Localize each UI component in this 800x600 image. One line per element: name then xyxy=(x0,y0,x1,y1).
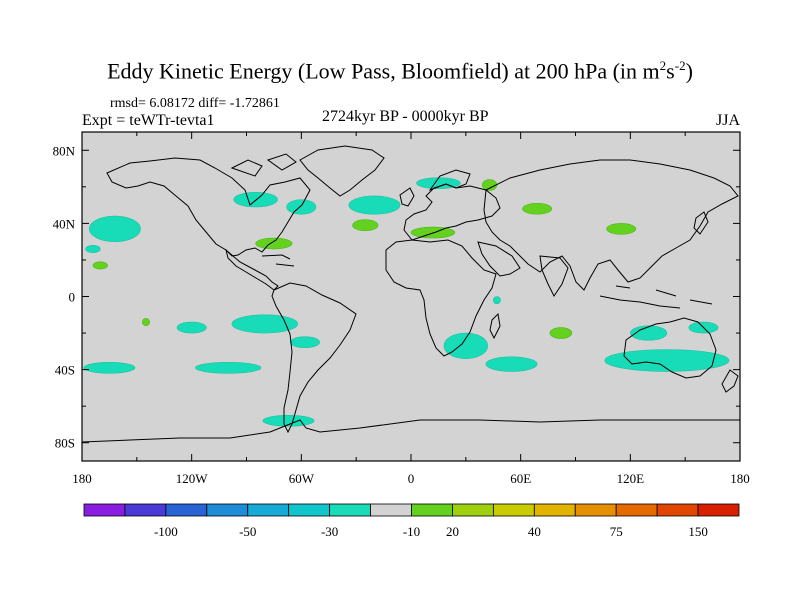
positive-region-1 xyxy=(352,219,379,231)
negative-region-15 xyxy=(630,325,668,341)
coastline-new-zealand xyxy=(721,369,739,393)
colorbar-swatch-1 xyxy=(124,503,167,517)
positive-region-4 xyxy=(522,202,553,215)
y-axis: 80N 40N 0 40S 80S xyxy=(53,143,740,451)
coastline-caribbean xyxy=(261,254,295,267)
negative-region-1 xyxy=(85,245,101,253)
colorbar-swatch-11 xyxy=(533,503,576,517)
negative-region-13 xyxy=(485,356,538,372)
negative-region-8 xyxy=(290,336,320,348)
positive-region-6 xyxy=(92,261,108,270)
coastline-india xyxy=(539,255,569,297)
colorbar-swatch-13 xyxy=(615,503,658,517)
colorbar-label-4: 20 xyxy=(446,524,459,539)
period-label: 2724kyr BP - 0000kyr BP xyxy=(322,108,489,125)
unit-s: s xyxy=(666,58,675,84)
coastline-australia xyxy=(623,317,717,379)
coastline-arabia xyxy=(477,241,521,277)
colorbar-label-2: -30 xyxy=(321,524,338,539)
coastline-indonesia xyxy=(599,285,713,309)
x-tick-label-1: 120W xyxy=(176,471,209,486)
colorbar-swatch-12 xyxy=(574,503,617,517)
chart-title: Eddy Kinetic Energy (Low Pass, Bloomfiel… xyxy=(0,58,800,84)
colorbar-label-6: 75 xyxy=(610,524,623,539)
colorbar-swatch-5 xyxy=(288,503,331,517)
coastline-uk xyxy=(399,187,415,207)
y-tick-label-4: 80S xyxy=(55,436,75,451)
x-tick-label-3: 0 xyxy=(408,471,415,486)
coastline-europe xyxy=(403,183,501,241)
coastline-arctic-islands xyxy=(230,153,297,177)
coastline-scandinavia xyxy=(428,169,471,192)
y-tick-label-0: 80N xyxy=(53,143,76,158)
colorbar-swatch-2 xyxy=(165,503,208,517)
positive-region-5 xyxy=(606,223,637,235)
x-tick-label-2: 60W xyxy=(289,471,315,486)
x-axis: 180 120W 60W 0 60E 120E 180 xyxy=(72,132,750,486)
coastline-africa xyxy=(385,239,497,357)
coastline-north-america xyxy=(106,157,311,257)
negative-region-17 xyxy=(492,296,501,305)
x-tick-label-5: 120E xyxy=(617,471,645,486)
colorbar-swatch-15 xyxy=(697,503,740,517)
y-tick-label-2: 0 xyxy=(69,290,76,305)
colorbar: -100 -50 -30 -10 20 40 75 150 xyxy=(83,503,740,539)
negative-region-14 xyxy=(604,349,730,372)
season-label: JJA xyxy=(715,112,740,129)
positive-region-3 xyxy=(481,179,498,191)
unit-superscript-neg2: -2 xyxy=(674,58,686,73)
colorbar-label-0: -100 xyxy=(154,524,178,539)
colorbar-swatch-14 xyxy=(656,503,699,517)
negative-region-4 xyxy=(348,195,401,215)
coastline-japan xyxy=(693,211,709,235)
x-tick-label-6: 180 xyxy=(730,471,750,486)
chart-title-text: Eddy Kinetic Energy (Low Pass, Bloomfiel… xyxy=(107,58,660,84)
colorbar-swatch-0 xyxy=(83,503,126,517)
positive-region-0 xyxy=(255,237,293,250)
negative-region-7 xyxy=(231,314,298,334)
y-tick-label-3: 40S xyxy=(55,363,75,378)
coastline-asia xyxy=(483,159,739,291)
colorbar-swatch-3 xyxy=(206,503,249,517)
coastline-greenland xyxy=(299,145,385,197)
experiment-label: Expt = teWTr-tevta1 xyxy=(82,112,215,129)
coastline-antarctica xyxy=(82,419,740,443)
colorbar-swatch-7 xyxy=(370,503,412,517)
negative-region-0 xyxy=(89,215,141,242)
colorbar-label-5: 40 xyxy=(528,524,541,539)
x-tick-label-4: 60E xyxy=(510,471,531,486)
coastlines xyxy=(82,145,740,443)
positive-region-8 xyxy=(142,318,150,327)
colorbar-label-7: 150 xyxy=(688,524,708,539)
colorbar-swatch-8 xyxy=(411,503,453,517)
negative-region-6 xyxy=(176,321,207,334)
anomaly-regions xyxy=(83,177,730,427)
colorbar-swatch-10 xyxy=(492,503,535,517)
unit-close: ) xyxy=(685,58,693,84)
y-tick-label-1: 40N xyxy=(53,216,76,231)
coastline-south-america xyxy=(271,282,357,434)
colorbar-label-1: -50 xyxy=(239,524,256,539)
rmsd-label: rmsd= 6.08172 diff= -1.72861 xyxy=(110,96,280,111)
colorbar-swatch-6 xyxy=(329,503,371,517)
negative-region-11 xyxy=(262,415,315,427)
colorbar-label-3: -10 xyxy=(403,524,420,539)
colorbar-swatch-4 xyxy=(247,503,290,517)
map-background xyxy=(82,132,740,461)
unit-superscript-2: 2 xyxy=(659,58,667,73)
x-tick-label-0: 180 xyxy=(72,471,92,486)
coastline-madagascar xyxy=(489,312,501,340)
positive-region-7 xyxy=(549,327,573,339)
colorbar-swatch-9 xyxy=(452,503,494,517)
negative-region-12 xyxy=(443,332,489,359)
negative-region-9 xyxy=(83,361,136,374)
negative-region-10 xyxy=(195,361,262,374)
negative-region-2 xyxy=(233,192,278,208)
negative-region-3 xyxy=(286,199,317,215)
